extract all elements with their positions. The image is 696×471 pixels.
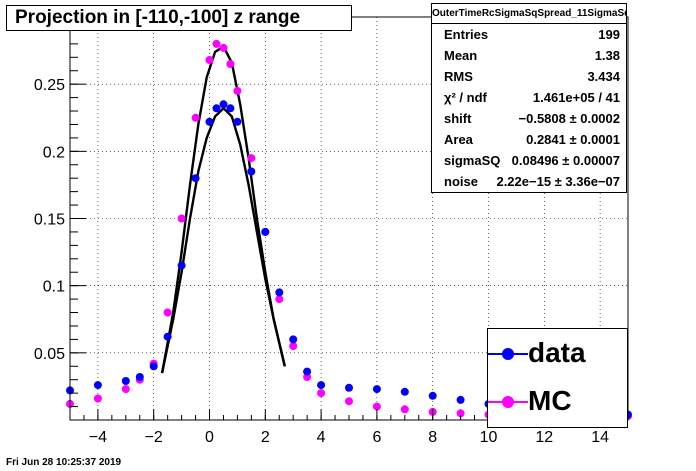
point-data-8: [205, 117, 214, 126]
point-mc-7: [191, 113, 200, 122]
legend-item-data: data: [488, 329, 628, 379]
stats-row-noise: noise 2.22e−15 ± 3.36e−07: [444, 174, 620, 189]
y-tick-label-0: 0.05: [34, 346, 65, 363]
point-data-6: [177, 261, 186, 270]
y-tick-label-4: 0.25: [34, 77, 65, 94]
legend-marker-data: [502, 348, 514, 360]
stats-row-rms: RMS 3.434: [444, 69, 620, 84]
point-mc-12: [233, 86, 242, 95]
point-data-12: [233, 117, 242, 126]
point-mc-8: [205, 56, 214, 64]
stats-title: OuterTimeRcSigmaSqSpread_11SigmaSqSpread: [432, 4, 626, 24]
point-data-4: [149, 362, 158, 371]
x-tick-label-5: 6: [372, 429, 381, 446]
point-mc-19: [345, 397, 353, 406]
x-tick-label-4: 4: [317, 429, 326, 446]
stats-row-chi2: χ² / ndf 1.461e+05 / 41: [444, 90, 620, 105]
x-tick-label-8: 12: [535, 429, 553, 446]
y-tick-label-3: 0.2: [43, 144, 65, 161]
point-mc-15: [275, 295, 284, 304]
point-mc-9: [212, 39, 221, 48]
point-data-19: [345, 383, 353, 392]
stats-row-area: Area 0.2841 ± 0.0001: [444, 132, 620, 147]
point-data-23: [456, 395, 465, 404]
legend-item-mc: MC: [488, 379, 628, 429]
point-mc-23: [456, 409, 465, 418]
x-tick-label-0: −4: [89, 429, 107, 446]
point-mc-18: [317, 389, 326, 398]
stats-box: OuterTimeRcSigmaSqSpread_11SigmaSqSpread…: [431, 3, 627, 193]
timestamp: Fri Jun 28 10:25:37 2019: [6, 457, 122, 468]
legend: data MC: [487, 328, 628, 428]
fit-curve-mc: [160, 44, 286, 374]
point-data-9: [212, 104, 221, 113]
stats-row-sigmasq: sigmaSQ 0.08496 ± 0.00007: [444, 153, 620, 168]
point-data-20: [372, 385, 381, 394]
x-tick-label-2: 0: [205, 429, 214, 446]
legend-label-data: data: [528, 337, 586, 368]
point-data-5: [163, 332, 172, 341]
point-mc-2: [121, 385, 130, 394]
point-data-10: [219, 100, 228, 109]
legend-marker-mc: [502, 396, 514, 408]
chart-title: Projection in [-110,-100] z range: [6, 5, 352, 31]
x-tick-label-9: 14: [591, 429, 609, 446]
point-mc-11: [226, 60, 235, 68]
point-mc-21: [400, 405, 409, 414]
stats-row-entries: Entries 199: [444, 27, 620, 42]
x-tick-label-3: 2: [261, 429, 270, 446]
x-tick-label-7: 10: [480, 429, 498, 446]
point-data-16: [289, 335, 298, 344]
point-mc-6: [177, 214, 186, 223]
fit-curve-data: [160, 106, 286, 374]
point-data-17: [303, 367, 312, 376]
stats-row-mean: Mean 1.38: [444, 48, 620, 63]
point-data-22: [428, 391, 437, 400]
point-mc-10: [219, 43, 228, 52]
x-tick-label-6: 8: [428, 429, 437, 446]
point-data-11: [226, 104, 235, 113]
y-tick-label-2: 0.15: [34, 212, 65, 229]
point-mc-20: [372, 402, 381, 411]
point-data-1: [93, 381, 102, 390]
point-mc-13: [247, 154, 256, 163]
point-data-18: [317, 381, 326, 390]
fit-curves: [160, 44, 286, 374]
stats-row-shift: shift −0.5808 ± 0.0002: [444, 111, 620, 126]
point-data-14: [261, 227, 270, 236]
point-mc-1: [93, 394, 102, 403]
point-data-3: [135, 373, 144, 381]
point-data-7: [191, 174, 200, 183]
point-data-21: [400, 387, 409, 396]
y-tick-label-1: 0.1: [43, 279, 65, 296]
x-tick-label-1: −2: [145, 429, 163, 446]
point-mc-5: [163, 308, 172, 317]
legend-label-mc: MC: [528, 385, 572, 416]
point-data-15: [275, 288, 284, 297]
point-data-2: [121, 377, 130, 385]
point-data-13: [247, 167, 256, 176]
point-mc-16: [289, 342, 298, 351]
